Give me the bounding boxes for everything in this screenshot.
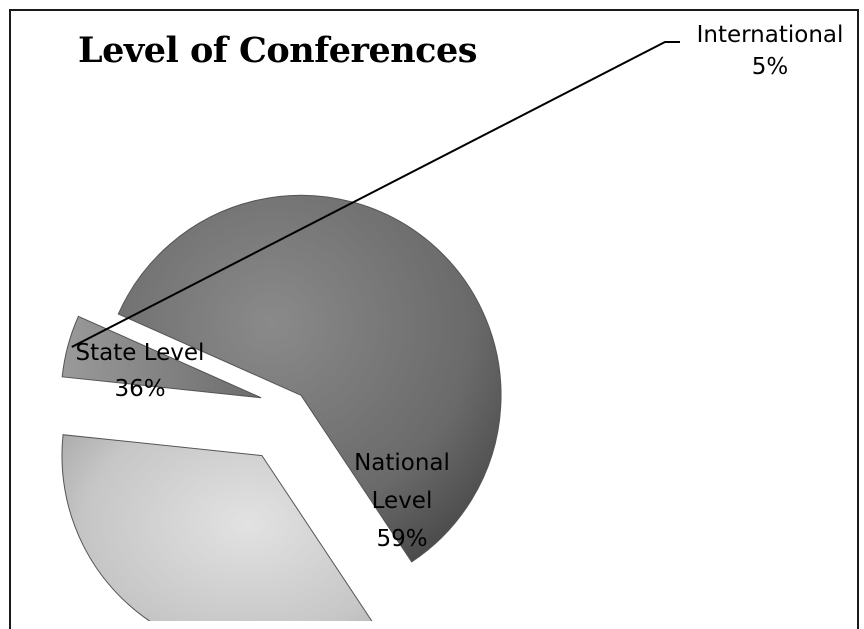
chart-frame (9, 9, 859, 629)
label-state-level-line: State Level (76, 340, 205, 366)
label-national-level-line: National (354, 450, 450, 476)
slice-international (61, 315, 262, 399)
label-national-level-line: 59% (376, 526, 427, 552)
slice-national-level (117, 194, 502, 563)
label-state-level: State Level 36% (76, 340, 205, 402)
chart-title: Level of Conferences (78, 30, 477, 71)
leader-line-international (71, 41, 680, 348)
label-national-level-line: Level (372, 488, 433, 514)
label-international-line: International (697, 22, 844, 48)
label-state-level-line: 36% (114, 376, 165, 402)
label-national-level: National Level 59% (354, 450, 450, 552)
slice-state-level (61, 434, 373, 621)
label-international: International 5% (697, 22, 844, 80)
label-international-line: 5% (752, 54, 789, 80)
